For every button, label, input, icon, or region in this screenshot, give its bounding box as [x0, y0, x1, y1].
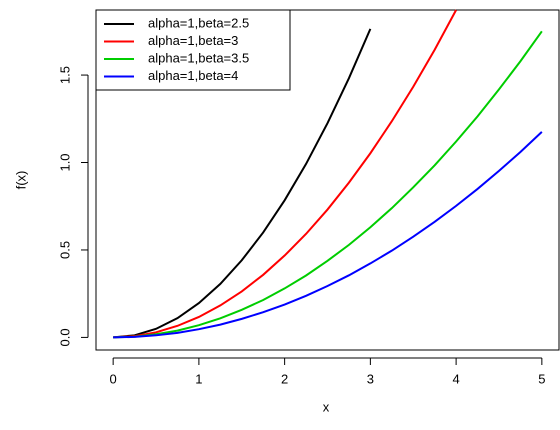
y-axis-label: f(x) — [13, 171, 28, 190]
legend-label: alpha=1,beta=3 — [148, 33, 238, 48]
legend-label: alpha=1,beta=4 — [148, 68, 238, 83]
x-tick-label: 2 — [281, 371, 288, 386]
x-tick-label: 1 — [195, 371, 202, 386]
plot-box — [95, 9, 560, 351]
legend-label: alpha=1,beta=2.5 — [148, 15, 249, 30]
x-tick-label: 5 — [538, 371, 545, 386]
series-line — [113, 28, 372, 339]
series-line — [113, 131, 543, 339]
y-tick-label: 1.5 — [57, 66, 72, 84]
y-tick-label: 0.5 — [57, 241, 72, 259]
x-axis-label: x — [323, 399, 330, 414]
legend-label: alpha=1,beta=3.5 — [148, 50, 249, 65]
series-line — [113, 9, 457, 339]
x-tick-label: 0 — [110, 371, 117, 386]
y-tick-label: 0.0 — [57, 328, 72, 346]
x-tick-label: 4 — [452, 371, 459, 386]
series-line — [113, 30, 543, 339]
y-tick-label: 1.0 — [57, 153, 72, 171]
x-tick-label: 3 — [367, 371, 374, 386]
